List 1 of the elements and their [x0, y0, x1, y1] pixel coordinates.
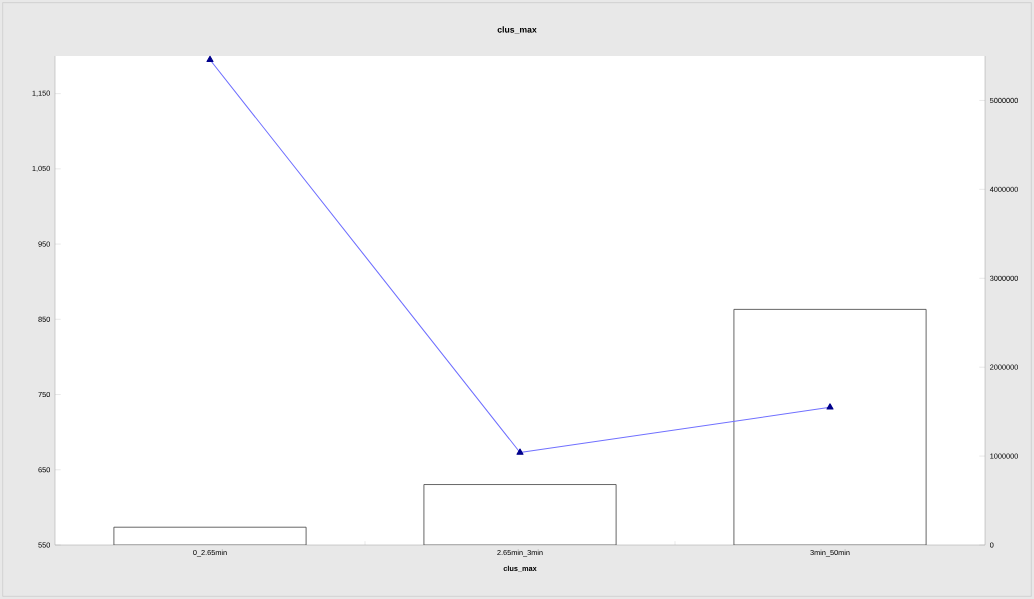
chart-title: clus_max: [497, 26, 537, 34]
